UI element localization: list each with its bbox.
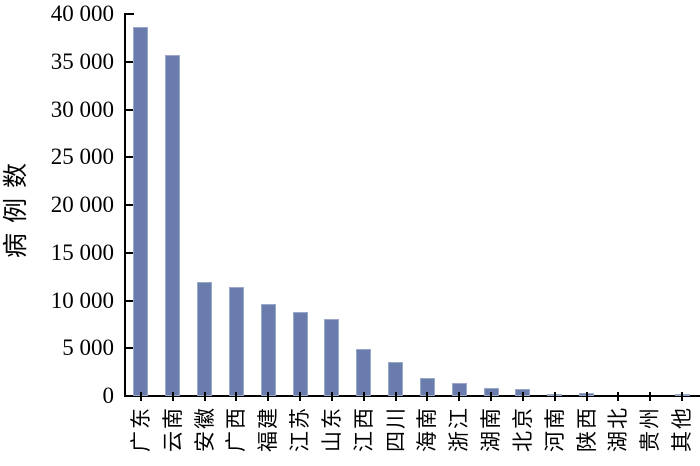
bar (388, 361, 404, 396)
x-tick (203, 392, 206, 401)
x-tick-label: 广西 (224, 406, 249, 452)
x-tick-label: 云南 (160, 406, 185, 452)
x-tick-label: 浙江 (447, 406, 472, 452)
bar (324, 318, 340, 396)
x-tick (394, 392, 397, 401)
y-tick-label: 30 000 (50, 96, 114, 122)
x-tick (553, 392, 556, 401)
x-tick (458, 392, 461, 401)
y-tick (126, 347, 134, 350)
x-tick-label: 江苏 (288, 406, 313, 452)
x-tick (235, 392, 238, 401)
bar (356, 349, 372, 396)
x-tick-label: 福建 (256, 406, 281, 452)
y-tick-label: 20 000 (50, 192, 114, 217)
x-tick (171, 392, 174, 401)
x-tick (617, 392, 620, 401)
x-tick-label: 湖南 (479, 406, 504, 452)
x-tick (362, 392, 365, 401)
x-tick-label: 湖北 (606, 406, 631, 452)
y-tick (126, 204, 134, 206)
bar (260, 304, 276, 396)
bar (165, 55, 181, 396)
x-tick (490, 392, 493, 401)
y-tick-label: 25 000 (50, 144, 114, 170)
x-tick-label: 陕西 (574, 406, 599, 452)
y-tick (126, 299, 134, 302)
y-tick-label: 5 000 (62, 335, 114, 361)
x-tick (267, 392, 270, 401)
x-tick-label: 江西 (351, 406, 376, 452)
bar (197, 282, 213, 396)
y-tick-label: 10 000 (50, 287, 114, 313)
y-tick-label: 15 000 (50, 239, 114, 265)
y-tick (126, 13, 134, 15)
y-tick (126, 395, 134, 397)
y-tick (126, 108, 134, 111)
x-tick (139, 392, 142, 401)
x-axis-line (124, 395, 700, 397)
x-tick-label: 河南 (542, 406, 567, 452)
x-tick (330, 392, 333, 401)
bar (292, 311, 308, 396)
y-axis-line (124, 13, 126, 397)
y-tick-label: 35 000 (50, 48, 114, 74)
x-tick (585, 392, 588, 401)
x-tick-label: 安徽 (192, 406, 217, 452)
y-tick (126, 60, 134, 63)
y-tick (126, 251, 134, 254)
x-tick (521, 392, 524, 401)
bar (228, 287, 244, 396)
x-tick-label: 四川 (383, 406, 408, 452)
x-tick (681, 392, 684, 401)
x-tick (299, 392, 302, 401)
x-tick-label: 贵州 (638, 406, 663, 452)
x-tick (426, 392, 429, 401)
x-tick-label: 山东 (319, 406, 344, 452)
bar (133, 27, 149, 396)
x-tick-label: 广东 (128, 406, 153, 452)
x-tick-label: 其他 (670, 406, 695, 452)
x-tick-label: 北京 (510, 406, 535, 452)
y-tick (126, 156, 134, 159)
x-tick (649, 392, 652, 401)
y-tick-label: 40 000 (50, 1, 114, 26)
x-tick-label: 海南 (415, 406, 440, 452)
y-tick-label: 0 (102, 383, 115, 408)
